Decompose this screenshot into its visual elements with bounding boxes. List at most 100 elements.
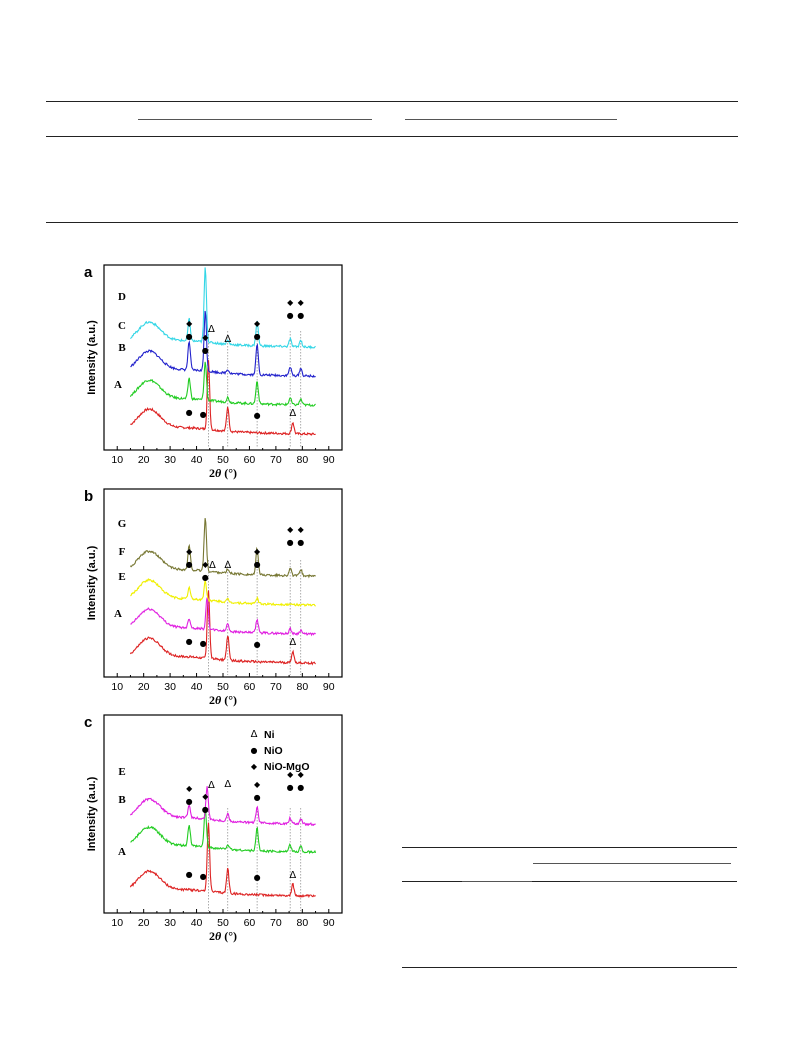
phase-marker-niomgo: ◆ xyxy=(298,770,305,779)
y-axis-label: Intensity (a.u.) xyxy=(86,545,98,620)
phase-marker-nio: ● xyxy=(297,311,304,320)
phase-marker-nio: ● xyxy=(186,408,193,417)
table2-header-rule xyxy=(402,881,737,882)
series-label-E: E xyxy=(118,766,125,778)
series-line-G xyxy=(129,518,316,579)
phase-marker-ni: Δ xyxy=(289,637,296,648)
x-tick-label: 60 xyxy=(244,454,256,466)
phase-marker-nio: ● xyxy=(287,538,294,547)
series-label-A: A xyxy=(118,846,126,858)
series-label-B: B xyxy=(118,794,126,806)
phase-marker-ni: Δ xyxy=(209,560,216,571)
legend-symbol-nio: ● xyxy=(251,746,258,755)
phase-marker-nio: ● xyxy=(254,793,261,802)
x-axis-label: 2θ (°) xyxy=(209,466,237,480)
legend-symbol-niomgo: ◆ xyxy=(251,762,258,771)
phase-marker-nio: ● xyxy=(287,783,294,792)
x-tick-label: 20 xyxy=(138,681,150,693)
x-tick-label: 30 xyxy=(164,917,176,929)
panel-label: a xyxy=(84,264,93,281)
phase-marker-ni: Δ xyxy=(224,334,231,345)
x-axis-label: 2θ (°) xyxy=(209,929,237,943)
series-line-B xyxy=(129,361,316,408)
phase-marker-niomgo: ◆ xyxy=(254,547,261,556)
phase-marker-nio: ● xyxy=(202,573,209,582)
phase-marker-nio: ● xyxy=(297,783,304,792)
series-label-D: D xyxy=(118,291,126,303)
x-tick-label: 80 xyxy=(296,681,308,693)
phase-marker-niomgo: ◆ xyxy=(202,560,209,569)
plot-frame xyxy=(103,714,343,914)
phase-marker-niomgo: ◆ xyxy=(287,770,294,779)
x-tick-label: 10 xyxy=(111,917,123,929)
phase-marker-niomgo: ◆ xyxy=(287,525,294,534)
xrd-chart-a: a Intensity (a.u.) 10 20 30 40 50 60 70 80 90 2θ (°… xyxy=(84,264,343,480)
table-header-rule xyxy=(46,136,738,137)
x-tick-label: 50 xyxy=(217,917,229,929)
table2-bottom-rule xyxy=(402,967,737,968)
phase-marker-ni: Δ xyxy=(289,408,296,419)
series-label-A: A xyxy=(114,379,122,391)
phase-marker-nio: ● xyxy=(186,637,193,646)
phase-marker-niomgo: ◆ xyxy=(186,547,193,556)
x-tick-label: 10 xyxy=(111,681,123,693)
phase-marker-ni: Δ xyxy=(224,779,231,790)
series-label-B: B xyxy=(118,342,126,354)
phase-marker-niomgo: ◆ xyxy=(287,298,294,307)
phase-marker-nio: ● xyxy=(297,538,304,547)
x-tick-label: 10 xyxy=(111,454,123,466)
panel-label: c xyxy=(84,714,92,731)
x-tick-label: 30 xyxy=(164,681,176,693)
legend-label-niomgo: NiO-MgO xyxy=(264,761,310,773)
series-line-C xyxy=(130,310,316,379)
phase-marker-ni: Δ xyxy=(208,780,215,791)
table2-group-rule xyxy=(533,863,731,864)
phase-marker-nio: ● xyxy=(186,797,193,806)
series-line-A xyxy=(130,360,316,436)
x-tick-label: 50 xyxy=(217,681,229,693)
phase-marker-nio: ● xyxy=(200,872,207,881)
x-tick-label: 30 xyxy=(164,454,176,466)
series-line-F xyxy=(130,578,316,607)
xrd-chart-b: b Intensity (a.u.) 10 20 30 40 50 60 70 80 90 2θ (°… xyxy=(84,488,343,707)
phase-marker-niomgo: ◆ xyxy=(202,792,209,801)
phase-marker-niomgo: ◆ xyxy=(202,333,209,342)
phase-marker-nio: ● xyxy=(287,311,294,320)
x-tick-label: 90 xyxy=(323,917,335,929)
phase-marker-niomgo: ◆ xyxy=(298,525,305,534)
phase-marker-niomgo: ◆ xyxy=(298,298,305,307)
phase-marker-nio: ● xyxy=(200,410,207,419)
series-label-F: F xyxy=(119,546,126,558)
table-group-rule-2 xyxy=(405,119,617,120)
series-line-D xyxy=(130,267,316,350)
legend-label-nio: NiO xyxy=(264,745,283,757)
x-tick-label: 90 xyxy=(323,681,335,693)
phase-marker-nio: ● xyxy=(254,332,261,341)
x-tick-label: 20 xyxy=(138,917,150,929)
phase-marker-niomgo: ◆ xyxy=(254,780,261,789)
phase-marker-nio: ● xyxy=(202,805,209,814)
phase-marker-nio: ● xyxy=(254,873,261,882)
plot-frame xyxy=(103,488,343,678)
x-tick-label: 40 xyxy=(191,454,203,466)
phase-marker-nio: ● xyxy=(254,411,261,420)
phase-marker-nio: ● xyxy=(254,640,261,649)
table2-sub-rule-1 xyxy=(462,881,532,882)
x-tick-label: 70 xyxy=(270,681,282,693)
legend-symbol-ni: Δ xyxy=(251,729,258,740)
phase-marker-nio: ● xyxy=(254,560,261,569)
phase-marker-niomgo: ◆ xyxy=(186,784,193,793)
series-label-E: E xyxy=(118,571,125,583)
phase-marker-nio: ● xyxy=(200,639,207,648)
phase-marker-ni: Δ xyxy=(208,324,215,335)
table2-sub-rule-2 xyxy=(580,881,650,882)
xrd-panel-a: a Intensity (a.u.) 10 20 30 40 50 60 70 80 90 2θ (°… xyxy=(82,263,350,483)
series-line-A xyxy=(129,590,316,666)
xrd-panel-c: c Intensity (a.u.) 10 20 30 40 50 60 70 80 90 2θ (°… xyxy=(82,713,350,953)
table-group-rule-1 xyxy=(138,119,372,120)
y-axis-label: Intensity (a.u.) xyxy=(86,320,98,395)
x-tick-label: 40 xyxy=(191,681,203,693)
x-tick-label: 80 xyxy=(296,917,308,929)
series-line-B xyxy=(130,808,317,855)
phase-marker-nio: ● xyxy=(186,332,193,341)
